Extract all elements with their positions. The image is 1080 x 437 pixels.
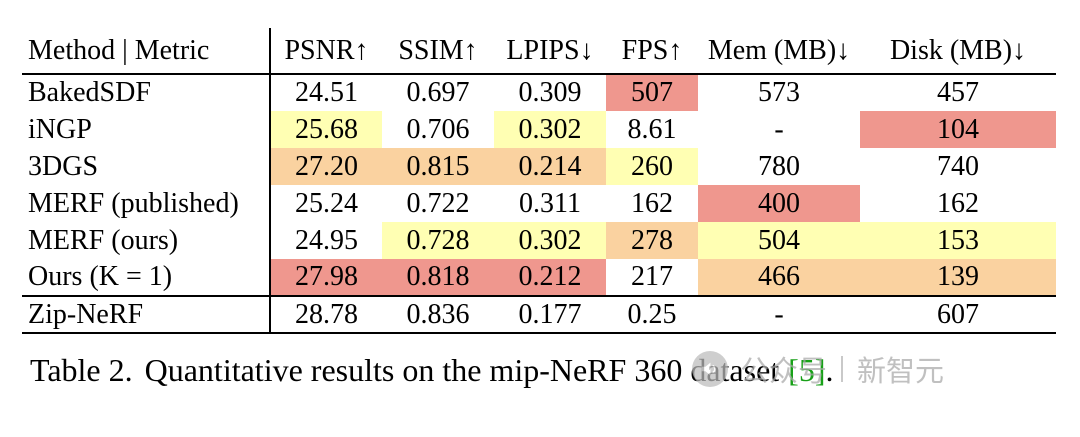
caption-period: . [825,352,834,388]
caption-text: Quantitative results on the mip-NeRF 360… [144,352,780,388]
value-cell: 504 [698,222,860,259]
table-row-merf-ours: MERF (ours) 24.95 0.728 0.302 278 504 15… [22,222,1056,259]
value-cell: 0.722 [406,187,470,219]
value-cell: 162 [631,187,673,219]
value-cell: 0.212 [494,259,606,296]
table-row-ours-k1: Ours (K = 1) 27.98 0.818 0.212 217 466 1… [22,259,1056,296]
value-cell: 740 [937,150,979,182]
value-cell: 607 [937,298,979,330]
table-row-3dgs: 3DGS 27.20 0.815 0.214 260 780 740 [22,148,1056,185]
value-cell: 25.68 [270,111,382,148]
header-row: Method | Metric PSNR↑ SSIM↑ LPIPS↓ FPS↑ … [22,28,1056,74]
value-cell: 0.706 [406,113,470,145]
value-cell: - [774,298,784,330]
value-cell: 217 [631,261,673,292]
citation-link[interactable]: [5] [788,352,826,388]
value-cell: 162 [937,187,979,219]
value-cell: 780 [758,150,800,182]
value-cell: 0.177 [518,298,582,330]
method-name-cell: MERF (ours) [22,222,271,259]
value-cell: 0.309 [518,77,582,108]
value-cell: 400 [698,185,860,222]
value-cell: - [774,113,784,145]
header-method-metric: Method | Metric [22,28,271,74]
header-ssim: SSIM↑ [398,34,478,66]
value-cell: 153 [860,222,1056,259]
header-disk: Disk (MB)↓ [889,34,1027,66]
method-name-cell: iNGP [22,111,271,148]
value-cell: 24.95 [295,224,358,256]
value-cell: 0.311 [519,187,581,219]
value-cell: 27.98 [270,259,382,296]
value-cell: 0.818 [382,259,494,296]
header-fps: FPS↑ [621,34,683,66]
value-cell: 104 [860,111,1056,148]
method-name-cell: MERF (published) [22,185,271,222]
value-cell: 25.24 [295,187,358,219]
value-cell: 0.836 [406,298,470,330]
value-cell: 0.728 [382,222,494,259]
method-name-cell: Zip-NeRF [22,296,271,333]
value-cell: 0.214 [494,148,606,185]
value-cell: 457 [937,77,979,108]
value-cell: 260 [606,148,698,185]
value-cell: 507 [606,74,698,111]
value-cell: 24.51 [295,77,358,108]
value-cell: 0.302 [494,111,606,148]
value-cell: 27.20 [270,148,382,185]
value-cell: 139 [860,259,1056,296]
value-cell: 28.78 [295,298,358,330]
header-lpips: LPIPS↓ [506,34,594,66]
value-cell: 278 [606,222,698,259]
table-row-bakedsdf: BakedSDF 24.51 0.697 0.309 507 573 457 [22,74,1056,111]
header-psnr: PSNR↑ [284,34,369,66]
caption-label: Table 2. [30,352,133,388]
value-cell: 573 [758,77,800,108]
table-row-ingp: iNGP 25.68 0.706 0.302 8.61 - 104 [22,111,1056,148]
method-name-cell: Ours (K = 1) [22,259,271,296]
table-row-zipnerf: Zip-NeRF 28.78 0.836 0.177 0.25 - 607 [22,296,1056,333]
value-cell: 0.815 [382,148,494,185]
value-cell: 466 [698,259,860,296]
table-caption: Table 2. Quantitative results on the mip-… [30,352,1060,389]
header-mem: Mem (MB)↓ [707,34,851,66]
value-cell: 0.25 [627,298,677,330]
method-name-cell: BakedSDF [22,74,271,111]
value-cell: 0.302 [494,222,606,259]
results-table: Method | Metric PSNR↑ SSIM↑ LPIPS↓ FPS↑ … [22,28,1056,334]
table-row-merf-published: MERF (published) 25.24 0.722 0.311 162 4… [22,185,1056,222]
value-cell: 0.697 [406,77,470,108]
value-cell: 8.61 [627,113,677,145]
method-name-cell: 3DGS [22,148,271,185]
